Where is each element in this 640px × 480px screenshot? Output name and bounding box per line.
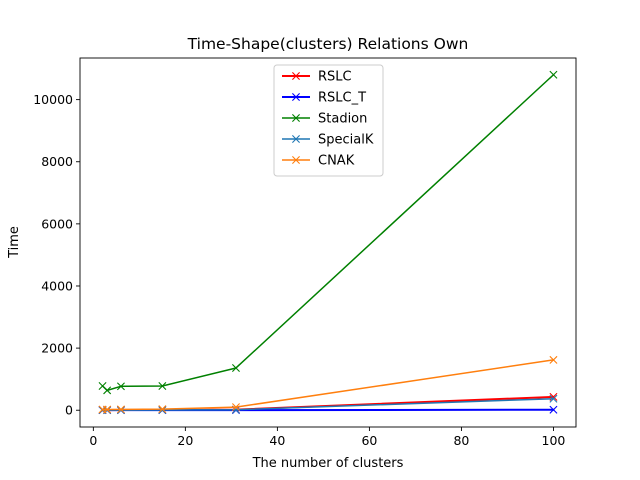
series-line bbox=[101, 395, 555, 412]
x-tick-label: 60 bbox=[361, 433, 377, 448]
legend-item: SpecialK bbox=[282, 133, 374, 148]
legend-marker bbox=[292, 156, 300, 164]
x-tick-label: 40 bbox=[269, 433, 285, 448]
x-tick-label: 0 bbox=[89, 433, 97, 448]
data-point bbox=[231, 403, 240, 412]
legend-label: RSLC_T bbox=[318, 91, 366, 106]
x-tick-label: 100 bbox=[542, 433, 566, 448]
y-tick-label: 10000 bbox=[33, 92, 73, 107]
data-point bbox=[158, 382, 167, 390]
y-axis-label: Time bbox=[7, 226, 22, 259]
legend-label: CNAK bbox=[318, 154, 355, 169]
plot-area: 0 20 40 60 80 100 0 2000 4000 6000 8000 10000 bbox=[33, 57, 577, 448]
data-point bbox=[549, 405, 558, 414]
data-point bbox=[116, 382, 125, 391]
legend-marker bbox=[292, 93, 300, 101]
axes-frame bbox=[79, 57, 577, 428]
chart-title: Time-Shape(clusters) Relations Own bbox=[187, 35, 469, 53]
legend-marker bbox=[292, 135, 300, 143]
data-point bbox=[158, 406, 167, 415]
data-point bbox=[103, 386, 112, 395]
data-point bbox=[158, 405, 167, 414]
data-point bbox=[549, 394, 558, 403]
series-stadion bbox=[98, 70, 558, 395]
series-cnak bbox=[98, 355, 558, 414]
y-tick-label: 0 bbox=[65, 403, 73, 418]
legend: RSLC RSLC_T Stadion SpecialK CNAK bbox=[273, 64, 384, 177]
legend-item: CNAK bbox=[282, 154, 355, 169]
legend-label: Stadion bbox=[318, 112, 367, 127]
legend-box bbox=[273, 64, 384, 177]
y-tick-label: 2000 bbox=[41, 341, 73, 356]
data-point bbox=[103, 405, 112, 414]
legend-label: SpecialK bbox=[318, 133, 374, 148]
data-point bbox=[231, 363, 240, 372]
x-axis-label: The number of clusters bbox=[252, 456, 404, 471]
data-point bbox=[549, 70, 558, 79]
y-tick-label: 6000 bbox=[41, 216, 73, 231]
legend-item: Stadion bbox=[282, 112, 367, 127]
y-tick-label: 4000 bbox=[41, 278, 73, 293]
legend-marker bbox=[292, 114, 300, 122]
legend-marker bbox=[292, 72, 300, 80]
y-tick-label: 8000 bbox=[41, 154, 73, 169]
legend-item: RSLC bbox=[282, 70, 352, 85]
data-point bbox=[549, 355, 558, 364]
x-tick-label: 80 bbox=[453, 433, 469, 448]
legend-label: RSLC bbox=[318, 70, 352, 85]
legend-item: RSLC_T bbox=[282, 91, 366, 106]
x-tick-label: 20 bbox=[177, 433, 193, 448]
data-point bbox=[116, 405, 125, 414]
